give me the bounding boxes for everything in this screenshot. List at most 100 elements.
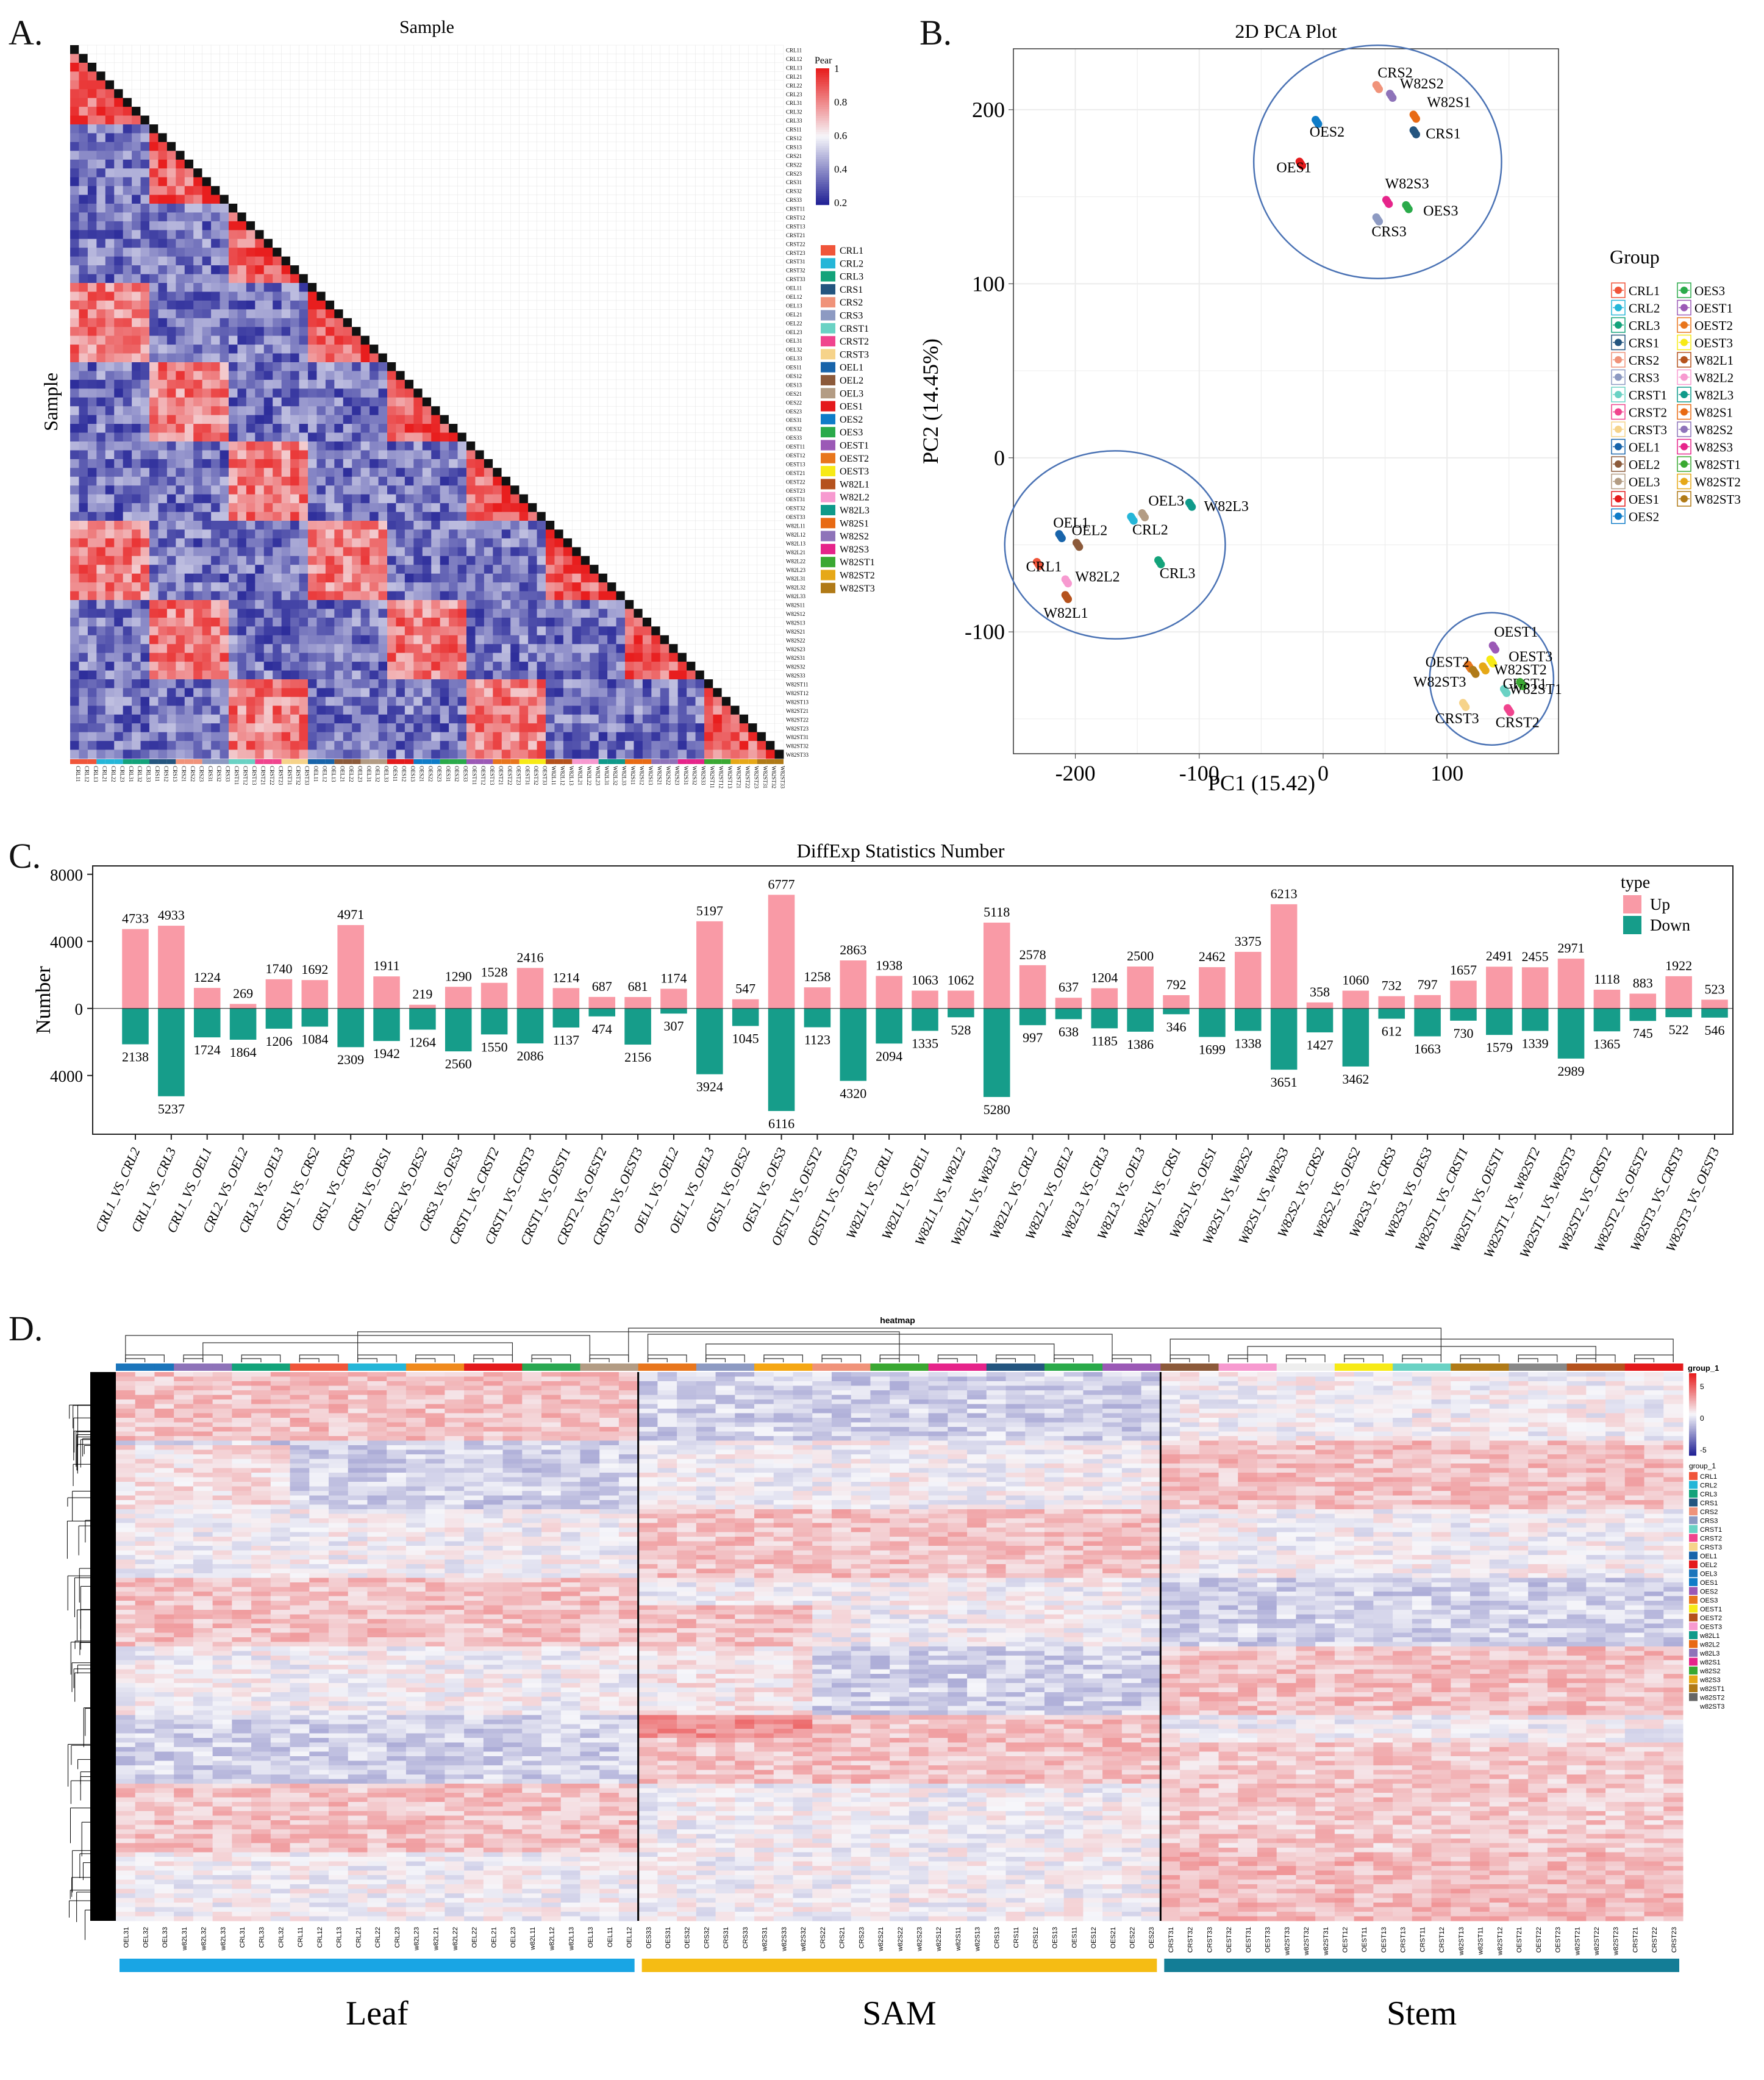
heatmap-a-cell (352, 450, 362, 460)
heatmap-a-upper-cell (387, 98, 396, 107)
heatmap-a-upper-cell (105, 54, 115, 63)
heatmap-a-cell (572, 547, 582, 557)
heatmap-a-upper-cell (519, 62, 529, 72)
heatmap-a-upper-cell (572, 520, 582, 530)
heatmap-a-cell (79, 485, 88, 495)
heatmap-a-upper-cell (660, 423, 670, 433)
heatmap-a-cell (87, 432, 97, 442)
heatmap-a-upper-cell (369, 88, 379, 98)
heatmap-a-upper-cell (713, 432, 723, 442)
heatmap-a-cell (158, 450, 168, 460)
heatmap-a-upper-cell (695, 468, 705, 477)
heatmap-a-upper-cell (369, 62, 379, 72)
heatmap-a-cell (237, 265, 247, 274)
heatmap-a-cell (96, 265, 106, 274)
heatmap-a-cell (87, 115, 97, 125)
heatmap-a-upper-cell (255, 151, 265, 160)
heatmap-a-cell (158, 406, 168, 416)
heatmap-a-cell (343, 318, 352, 327)
heatmap-a-cell (193, 388, 203, 398)
heatmap-a-cell (422, 521, 432, 530)
heatmap-a-upper-cell (695, 388, 705, 398)
heatmap-a-upper-cell (343, 282, 352, 292)
heatmap-a-upper-cell (228, 54, 238, 63)
heatmap-a-upper-cell (642, 141, 652, 151)
heatmap-a-upper-cell (607, 432, 616, 442)
heatmap-a-upper-cell (668, 415, 678, 424)
heatmap-a-upper-cell (660, 159, 670, 169)
heatmap-a-cell (105, 177, 115, 187)
heatmap-a-cell (334, 441, 344, 451)
heatmap-a-upper-cell (378, 80, 388, 90)
heatmap-a-upper-cell (466, 282, 476, 292)
heatmap-a-upper-cell (554, 133, 564, 143)
heatmap-a-upper-cell (545, 168, 555, 177)
heatmap-a-cell (370, 450, 379, 460)
heatmap-a-cell (378, 485, 388, 495)
heatmap-a-upper-cell (387, 185, 396, 195)
heatmap-a-upper-cell (210, 80, 220, 90)
heatmap-a-upper-cell (351, 291, 361, 301)
heatmap-a-upper-cell (589, 45, 599, 54)
heatmap-a-cell (123, 503, 132, 512)
heatmap-a-cell (176, 529, 185, 539)
heatmap-a-cell (211, 424, 220, 433)
heatmap-a-upper-cell (607, 115, 616, 125)
heatmap-a-cell (70, 476, 79, 486)
heatmap-a-cell (246, 283, 255, 292)
heatmap-a-upper-cell (598, 106, 608, 116)
heatmap-a-upper-cell (351, 300, 361, 310)
heatmap-a-upper-cell (765, 406, 775, 415)
heatmap-a-cell (273, 529, 282, 539)
heatmap-a-upper-cell (660, 529, 670, 539)
heatmap-a-upper-cell (668, 45, 678, 54)
heatmap-a-upper-cell (430, 212, 440, 222)
heatmap-a-upper-cell (457, 62, 467, 72)
heatmap-a-upper-cell (325, 265, 335, 274)
heatmap-a-cell (246, 353, 255, 363)
heatmap-a-cell (70, 379, 79, 389)
heatmap-a-cell (229, 415, 238, 424)
heatmap-a-upper-cell (686, 203, 696, 213)
heatmap-a-cell (493, 503, 502, 512)
heatmap-a-upper-cell (448, 335, 458, 345)
heatmap-a-upper-cell (624, 423, 634, 433)
heatmap-a-cell (70, 485, 79, 495)
heatmap-a-upper-cell (448, 106, 458, 116)
heatmap-a-cell (563, 565, 573, 574)
heatmap-a-upper-cell (616, 106, 626, 116)
heatmap-a-cell (79, 168, 88, 178)
heatmap-a-cell (360, 556, 370, 565)
heatmap-a-cell (299, 547, 309, 557)
heatmap-a-upper-cell (158, 106, 168, 116)
heatmap-a-upper-cell (713, 547, 723, 557)
heatmap-a-cell (378, 379, 388, 389)
heatmap-a-cell (132, 195, 141, 204)
heatmap-a-upper-cell (774, 564, 784, 574)
heatmap-a-cell (96, 371, 106, 381)
heatmap-a-upper-cell (642, 177, 652, 187)
heatmap-a-upper-cell (598, 459, 608, 468)
heatmap-a-cell (352, 388, 362, 398)
heatmap-a-cell (404, 547, 414, 557)
heatmap-a-upper-cell (545, 230, 555, 240)
heatmap-a-upper-cell (757, 538, 766, 548)
heatmap-a-upper-cell (572, 203, 582, 213)
heatmap-a-cell (158, 159, 168, 169)
heatmap-a-upper-cell (730, 291, 740, 301)
heatmap-a-upper-cell (351, 71, 361, 81)
heatmap-a-upper-cell (607, 203, 616, 213)
heatmap-a-upper-cell (501, 212, 511, 222)
heatmap-a-upper-cell (730, 344, 740, 354)
heatmap-a-cell (334, 503, 344, 512)
heatmap-a-cell (396, 512, 405, 521)
heatmap-a-upper-cell (440, 221, 449, 231)
heatmap-a-upper-cell (554, 432, 564, 442)
heatmap-a-upper-cell (404, 62, 414, 72)
heatmap-a-upper-cell (668, 212, 678, 222)
heatmap-a-upper-cell (475, 423, 485, 433)
heatmap-a-cell (105, 441, 115, 451)
heatmap-a-cell (184, 195, 194, 204)
heatmap-a-upper-cell (651, 379, 661, 389)
heatmap-a-cell (440, 494, 449, 504)
